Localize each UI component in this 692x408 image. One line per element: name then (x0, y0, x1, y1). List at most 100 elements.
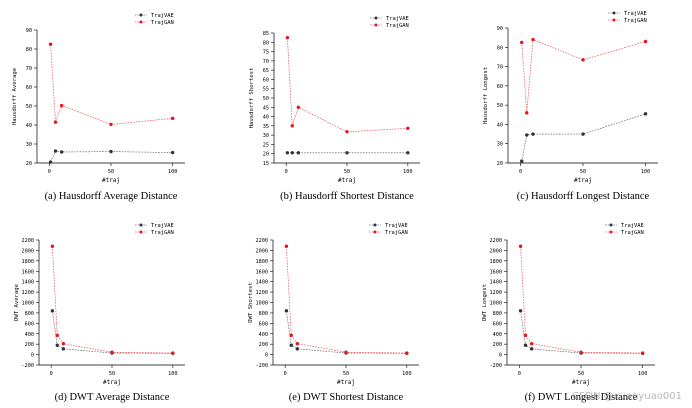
y-tick-label: 1800 (490, 259, 503, 265)
x-tick-label: 0 (48, 169, 51, 175)
y-tick-label: 600 (259, 321, 268, 327)
series-line-trajgan (286, 246, 407, 354)
y-tick-label: 1600 (256, 269, 269, 275)
y-axis-label: Hausdorff Average (12, 67, 18, 125)
y-tick-label: 35 (263, 124, 269, 130)
y-tick-label: 70 (263, 59, 269, 65)
x-tick-label: 100 (402, 371, 411, 377)
data-point-trajvae (50, 309, 55, 313)
y-axis-label: DWT Average (14, 283, 20, 321)
data-point-trajgan (295, 341, 300, 346)
x-axis-label: #traj (574, 177, 592, 184)
y-tick-label: 200 (493, 342, 502, 348)
data-point-trajvae (53, 149, 58, 153)
y-tick-label: 50 (263, 96, 269, 102)
x-axis-label: #traj (572, 379, 590, 386)
x-tick-label: 50 (580, 169, 586, 175)
y-tick-label: 200 (259, 342, 268, 348)
data-point-trajgan (520, 40, 524, 45)
data-point-trajgan (59, 103, 64, 108)
y-tick-label: 30 (497, 142, 503, 148)
data-point-trajvae (296, 151, 301, 155)
series-line-trajgan (520, 246, 643, 354)
x-tick-label: 0 (285, 169, 288, 175)
data-point-trajvae (285, 151, 290, 155)
legend-label: TrajGAN (624, 18, 647, 24)
x-tick-label: 100 (638, 371, 647, 377)
data-point-trajvae (289, 343, 293, 347)
series-line-trajvae (52, 310, 173, 354)
y-tick-label: 0 (499, 353, 502, 359)
x-tick-label: 50 (578, 371, 584, 377)
legend-marker (373, 223, 377, 227)
data-point-trajvae (518, 309, 523, 313)
chart-panel-1: 20 30 40 50 60 70 80 90 0 50 100 #traj Hausdorff Ave… (12, 13, 185, 202)
y-tick-label: 15 (263, 161, 269, 167)
y-tick-label: 1400 (22, 280, 35, 286)
series-line-trajvae (520, 310, 643, 354)
series-line-trajgan (287, 37, 408, 133)
y-tick-label: 20 (26, 161, 32, 167)
y-tick-label: 60 (263, 77, 269, 83)
y-tick-label: 1200 (22, 290, 35, 296)
y-tick-label: 60 (26, 85, 32, 91)
data-point-trajgan (643, 39, 648, 44)
legend-label: TrajVAE (624, 11, 647, 17)
chart-caption: (e) DWT Shortest Distance (289, 392, 404, 403)
y-tick-label: 80 (26, 47, 32, 53)
y-tick-label: 1800 (22, 259, 35, 265)
data-point-trajvae (529, 347, 534, 351)
x-tick-label: 100 (168, 169, 177, 175)
chart-panel-3: 20 30 40 50 60 70 80 90 0 50 100 #traj Hausdorff Lon… (483, 11, 658, 202)
y-tick-label: 65 (263, 68, 269, 74)
data-point-trajvae (170, 150, 175, 155)
y-tick-label: 0 (265, 353, 268, 359)
data-point-trajgan (289, 333, 293, 338)
y-tick-label: 400 (493, 332, 502, 338)
legend-label: TrajGAN (386, 23, 409, 29)
data-point-trajvae (290, 151, 294, 155)
data-point-trajvae (525, 133, 529, 137)
legend-label: TrajVAE (386, 16, 409, 22)
data-point-trajvae (295, 347, 300, 351)
data-point-trajgan (523, 333, 528, 338)
legend-marker (374, 23, 378, 27)
data-point-trajgan (344, 350, 348, 354)
data-point-trajvae (643, 112, 648, 116)
legend-label: TrajGAN (151, 20, 174, 26)
y-axis-label: DWT Shortest (248, 282, 254, 322)
chart-caption: (a) Hausdorff Average Distance (45, 191, 178, 202)
data-point-trajgan (50, 244, 55, 248)
x-axis-label: #traj (103, 379, 121, 386)
x-tick-label: 50 (343, 371, 349, 377)
data-point-trajgan (290, 124, 294, 128)
y-tick-label: 2000 (256, 248, 269, 254)
x-tick-label: 0 (50, 371, 53, 377)
series-line-trajvae (521, 113, 646, 162)
y-tick-label: 90 (26, 28, 32, 34)
data-point-trajgan (581, 58, 585, 62)
y-tick-label: 40 (497, 122, 503, 128)
legend-marker (374, 16, 378, 20)
y-tick-label: 2000 (490, 248, 503, 254)
data-point-trajgan (345, 130, 349, 134)
y-tick-label: 40 (26, 123, 32, 129)
y-tick-label: 50 (497, 103, 503, 109)
data-point-trajvae (284, 309, 289, 313)
x-tick-label: 0 (284, 371, 287, 377)
data-point-trajgan (171, 351, 175, 355)
data-point-trajgan (110, 350, 114, 354)
chart-panel-4: -200020040060080010001200140016001800200… (14, 223, 185, 403)
data-point-trajgan (53, 120, 58, 124)
data-point-trajgan (61, 341, 66, 346)
data-point-trajgan (296, 105, 301, 109)
x-tick-label: 100 (403, 169, 412, 175)
y-tick-label: 45 (263, 105, 269, 111)
legend-label: TrajVAE (151, 13, 174, 19)
y-tick-label: 200 (25, 342, 34, 348)
data-point-trajvae (61, 347, 66, 351)
series-line-trajvae (286, 310, 407, 354)
series-line-trajgan (521, 39, 646, 113)
legend-marker (139, 20, 143, 24)
